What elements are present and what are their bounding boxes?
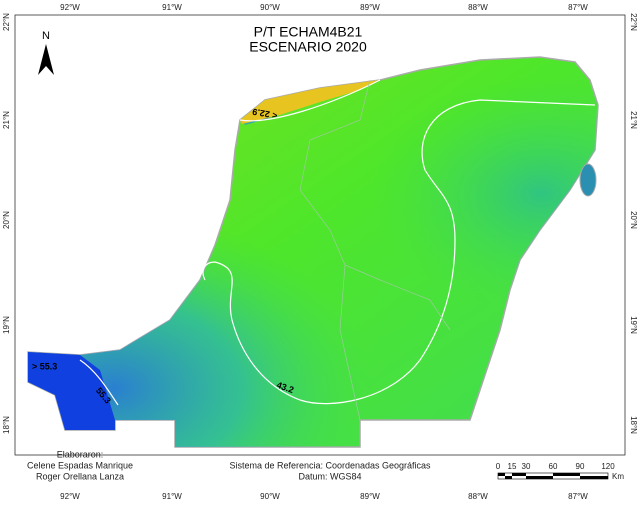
title: P/T ECHAM4B21: [254, 24, 363, 40]
scale-unit: Km: [612, 472, 624, 481]
north-arrow: [38, 44, 54, 75]
credits-heading: Elaboraron:: [57, 449, 104, 459]
lat-label: 19°N: [629, 316, 638, 334]
north-label: N: [42, 30, 50, 42]
lon-label: 92°W: [60, 492, 80, 501]
latitude-labels: 22°N 22°N 21°N 21°N 20°N 20°N 19°N 19°N 18°N 18°N: [2, 13, 638, 434]
contour-label: < 22.9: [252, 106, 279, 120]
longitude-labels: 92°W 92°W 91°W 91°W 90°W 90°W 89°W 89°W 88°W 88°W…: [60, 3, 588, 501]
reference-system: Sistema de Referencia: Coordenadas Geogr…: [229, 460, 431, 470]
scale-tick: 90: [576, 462, 585, 471]
scale-tick: 30: [522, 462, 531, 471]
lat-label: 18°N: [2, 416, 11, 434]
lon-label: 88°W: [468, 492, 488, 501]
credits-author: Roger Orellana Lanza: [36, 471, 124, 481]
lon-label: 92°W: [60, 3, 80, 12]
scale-tick: 15: [508, 462, 517, 471]
lon-label: 90°W: [260, 3, 280, 12]
lon-label: 91°W: [162, 3, 182, 12]
lat-label: 19°N: [2, 316, 11, 334]
lat-label: 18°N: [629, 416, 638, 434]
lat-label: 21°N: [2, 111, 11, 129]
scale-tick: 60: [549, 462, 558, 471]
lon-label: 88°W: [468, 3, 488, 12]
lon-label: 87°W: [568, 492, 588, 501]
lat-label: 22°N: [629, 13, 638, 31]
lon-label: 89°W: [360, 492, 380, 501]
lon-label: 91°W: [162, 492, 182, 501]
lat-label: 22°N: [2, 13, 11, 31]
lon-label: 90°W: [260, 492, 280, 501]
datum: Datum: WGS84: [298, 471, 361, 481]
lon-label: 89°W: [360, 3, 380, 12]
credits-author: Celene Espadas Manrique: [27, 460, 133, 470]
peninsula: [27, 56, 599, 448]
lon-label: 87°W: [568, 3, 588, 12]
lat-label: 20°N: [629, 211, 638, 229]
subtitle: ESCENARIO 2020: [249, 39, 367, 55]
contour-label: > 55.3: [32, 361, 57, 371]
scale-tick: 0: [496, 462, 501, 471]
scale-tick: 120: [601, 462, 615, 471]
lat-label: 20°N: [2, 211, 11, 229]
lat-label: 21°N: [629, 111, 638, 129]
